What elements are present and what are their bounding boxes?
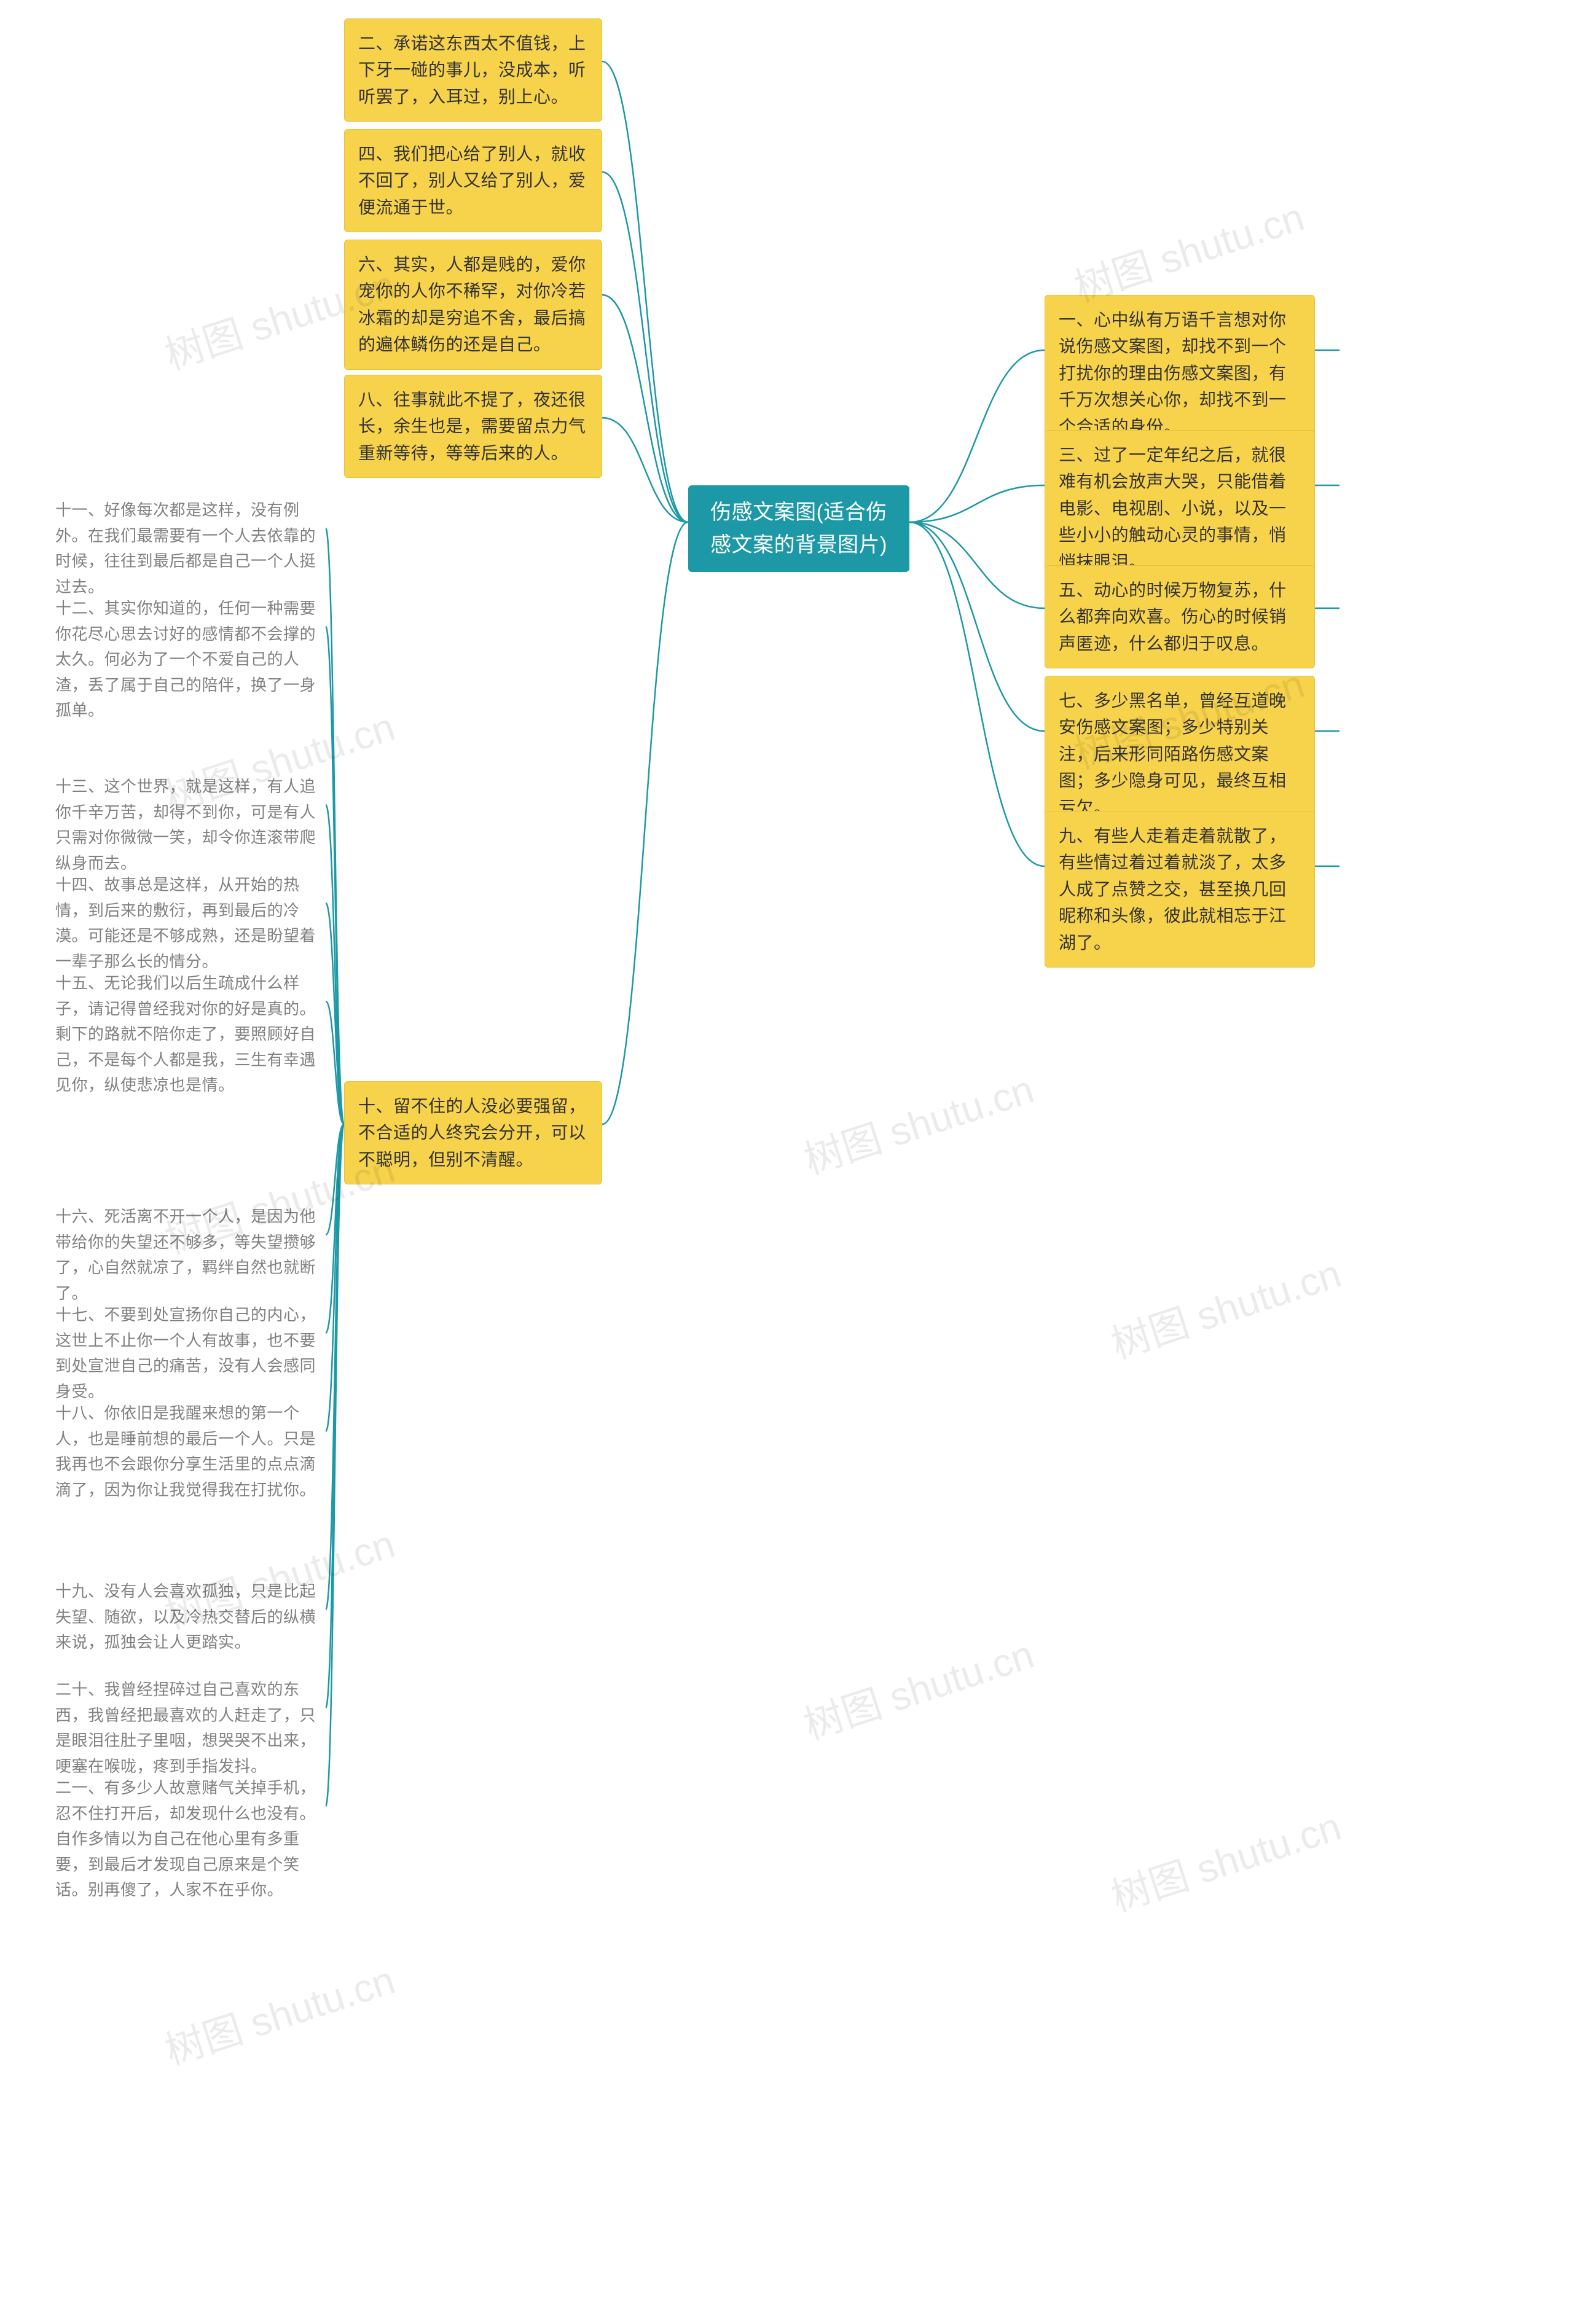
- watermark: 树图 shutu.cn: [157, 1949, 401, 2076]
- connector-layer: [0, 0, 1573, 2324]
- watermark: 树图 shutu.cn: [796, 1623, 1040, 1750]
- leaf-node-text: 十七、不要到处宣扬你自己的内心，这世上不止你一个人有故事，也不要到处宣泄自己的痛…: [55, 1302, 326, 1404]
- branch-node-text: 九、有些人走着走着就散了，有些情过着过着就淡了，太多人成了点赞之交，甚至换几回昵…: [1059, 826, 1287, 952]
- branch-node-n7[interactable]: 七、多少黑名单，曾经互道晚安伤感文案图；多少特别关注，后来形同陌路伤感文案图；多…: [1045, 676, 1315, 832]
- branch-node-n8[interactable]: 八、往事就此不提了，夜还很长，余生也是，需要留点力气重新等待，等等后来的人。: [344, 375, 602, 478]
- root-node[interactable]: 伤感文案图(适合伤感文案的背景图片): [688, 485, 909, 572]
- branch-node-n4[interactable]: 四、我们把心给了别人，就收不回了，别人又给了别人，爱便流通于世。: [344, 129, 602, 232]
- watermark: 树图 shutu.cn: [796, 1058, 1040, 1185]
- branch-node-text: 二、承诺这东西太不值钱，上下牙一碰的事儿，没成本，听听罢了，入耳过，别上心。: [358, 34, 586, 106]
- branch-node-text: 六、其实，人都是贱的，爱你宠你的人你不稀罕，对你冷若冰霜的却是穷追不舍，最后搞的…: [358, 255, 586, 354]
- watermark: 树图 shutu.cn: [1103, 1795, 1347, 1922]
- branch-node-text: 八、往事就此不提了，夜还很长，余生也是，需要留点力气重新等待，等等后来的人。: [358, 390, 586, 463]
- leaf-node-text: 二十、我曾经捏碎过自己喜欢的东西，我曾经把最喜欢的人赶走了，只是眼泪往肚子里咽，…: [55, 1677, 326, 1779]
- branch-node-n2[interactable]: 二、承诺这东西太不值钱，上下牙一碰的事儿，没成本，听听罢了，入耳过，别上心。: [344, 18, 602, 122]
- mindmap-canvas: 伤感文案图(适合伤感文案的背景图片) 二、承诺这东西太不值钱，上下牙一碰的事儿，…: [0, 0, 1573, 2324]
- leaf-node-text: 十八、你依旧是我醒来想的第一个人，也是睡前想的最后一个人。只是我再也不会跟你分享…: [55, 1401, 326, 1503]
- branch-node-n1[interactable]: 一、心中纵有万语千言想对你说伤感文案图，却找不到一个打扰你的理由伤感文案图，有千…: [1045, 295, 1315, 452]
- branch-node-text: 四、我们把心给了别人，就收不回了，别人又给了别人，爱便流通于世。: [358, 144, 586, 217]
- branch-node-text: 七、多少黑名单，曾经互道晚安伤感文案图；多少特别关注，后来形同陌路伤感文案图；多…: [1059, 691, 1287, 817]
- leaf-node-p13[interactable]: 十三、这个世界，就是这样，有人追你千辛万苦，却得不到你，可是有人只需对你微微一笑…: [55, 774, 326, 876]
- branch-node-text: 五、动心的时候万物复苏，什么都奔向欢喜。伤心的时候销声匿迹，什么都归于叹息。: [1059, 581, 1287, 653]
- leaf-node-p12[interactable]: 十二、其实你知道的，任何一种需要你花尽心思去讨好的感情都不会撑的太久。何必为了一…: [55, 596, 326, 724]
- branch-node-n6[interactable]: 六、其实，人都是贱的，爱你宠你的人你不稀罕，对你冷若冰霜的却是穷追不舍，最后搞的…: [344, 240, 602, 370]
- branch-node-text: 一、心中纵有万语千言想对你说伤感文案图，却找不到一个打扰你的理由伤感文案图，有千…: [1059, 310, 1287, 436]
- leaf-node-p14[interactable]: 十四、故事总是这样，从开始的热情，到后来的敷衍，再到最后的冷漠。可能还是不够成熟…: [55, 872, 326, 974]
- leaf-node-p11[interactable]: 十一、好像每次都是这样，没有例外。在我们最需要有一个人去依靠的时候，往往到最后都…: [55, 498, 326, 600]
- leaf-node-p17[interactable]: 十七、不要到处宣扬你自己的内心，这世上不止你一个人有故事，也不要到处宣泄自己的痛…: [55, 1302, 326, 1404]
- branch-node-text: 三、过了一定年纪之后，就很难有机会放声大哭，只能借着电影、电视剧、小说，以及一些…: [1059, 445, 1287, 571]
- leaf-node-p16[interactable]: 十六、死活离不开一个人，是因为他带给你的失望还不够多，等失望攒够了，心自然就凉了…: [55, 1204, 326, 1306]
- leaf-node-p21[interactable]: 二一、有多少人故意赌气关掉手机，忍不住打开后，却发现什么也没有。自作多情以为自己…: [55, 1775, 326, 1903]
- leaf-node-p19[interactable]: 十九、没有人会喜欢孤独，只是比起失望、随欲，以及冷热交替后的纵横来说，孤独会让人…: [55, 1579, 326, 1656]
- root-label: 伤感文案图(适合伤感文案的背景图片): [702, 496, 896, 561]
- leaf-node-p20[interactable]: 二十、我曾经捏碎过自己喜欢的东西，我曾经把最喜欢的人赶走了，只是眼泪往肚子里咽，…: [55, 1677, 326, 1779]
- branch-node-n5[interactable]: 五、动心的时候万物复苏，什么都奔向欢喜。伤心的时候销声匿迹，什么都归于叹息。: [1045, 565, 1315, 668]
- leaf-node-text: 十九、没有人会喜欢孤独，只是比起失望、随欲，以及冷热交替后的纵横来说，孤独会让人…: [55, 1579, 326, 1656]
- leaf-node-text: 十三、这个世界，就是这样，有人追你千辛万苦，却得不到你，可是有人只需对你微微一笑…: [55, 774, 326, 876]
- watermark: 树图 shutu.cn: [1066, 186, 1310, 313]
- leaf-node-text: 十六、死活离不开一个人，是因为他带给你的失望还不够多，等失望攒够了，心自然就凉了…: [55, 1204, 326, 1306]
- leaf-node-text: 十五、无论我们以后生疏成什么样子，请记得曾经我对你的好是真的。剩下的路就不陪你走…: [55, 971, 326, 1098]
- branch-node-text: 十、留不住的人没必要强留，不合适的人终究会分开，可以不聪明，但别不清醒。: [358, 1097, 586, 1169]
- leaf-node-text: 十二、其实你知道的，任何一种需要你花尽心思去讨好的感情都不会撑的太久。何必为了一…: [55, 596, 326, 724]
- leaf-node-text: 二一、有多少人故意赌气关掉手机，忍不住打开后，却发现什么也没有。自作多情以为自己…: [55, 1775, 326, 1903]
- branch-node-n10[interactable]: 十、留不住的人没必要强留，不合适的人终究会分开，可以不聪明，但别不清醒。: [344, 1081, 602, 1184]
- watermark: 树图 shutu.cn: [1103, 1242, 1347, 1369]
- leaf-node-p18[interactable]: 十八、你依旧是我醒来想的第一个人，也是睡前想的最后一个人。只是我再也不会跟你分享…: [55, 1401, 326, 1503]
- branch-node-n9[interactable]: 九、有些人走着走着就散了，有些情过着过着就淡了，太多人成了点赞之交，甚至换几回昵…: [1045, 811, 1315, 968]
- leaf-node-text: 十四、故事总是这样，从开始的热情，到后来的敷衍，再到最后的冷漠。可能还是不够成熟…: [55, 872, 326, 974]
- leaf-node-text: 十一、好像每次都是这样，没有例外。在我们最需要有一个人去依靠的时候，往往到最后都…: [55, 498, 326, 600]
- branch-node-n3[interactable]: 三、过了一定年纪之后，就很难有机会放声大哭，只能借着电影、电视剧、小说，以及一些…: [1045, 430, 1315, 587]
- leaf-node-p15[interactable]: 十五、无论我们以后生疏成什么样子，请记得曾经我对你的好是真的。剩下的路就不陪你走…: [55, 971, 326, 1098]
